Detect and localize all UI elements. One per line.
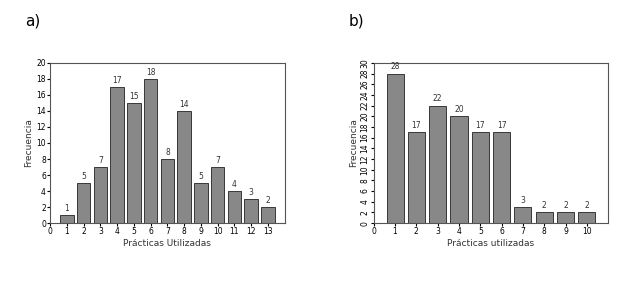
Bar [110,87,124,223]
Bar [493,132,510,223]
Bar [177,111,191,223]
Text: 1: 1 [65,204,69,213]
Bar [261,207,275,223]
Text: 3: 3 [520,196,525,205]
Text: 5: 5 [199,172,203,181]
Bar [127,103,140,223]
Text: 18: 18 [146,67,155,77]
Bar [228,191,241,223]
Text: b): b) [349,14,364,29]
Text: 20: 20 [454,105,464,114]
Bar [77,183,90,223]
Text: 5: 5 [82,172,86,181]
Text: 7: 7 [215,156,220,165]
Text: a): a) [25,14,40,29]
Bar [245,199,258,223]
Text: 8: 8 [165,148,170,157]
Text: 2: 2 [584,201,589,210]
Bar [211,167,224,223]
Bar [450,116,468,223]
X-axis label: Prácticas Utilizadas: Prácticas Utilizadas [124,239,211,248]
Bar [144,79,157,223]
Text: 22: 22 [433,94,443,103]
Text: 14: 14 [179,100,189,109]
Bar [194,183,208,223]
Text: 28: 28 [390,62,400,71]
Bar [93,167,107,223]
Bar [514,207,532,223]
Bar [386,74,404,223]
Text: 15: 15 [129,92,139,101]
Y-axis label: Frecuencia: Frecuencia [349,119,358,167]
X-axis label: Prácticas utilizadas: Prácticas utilizadas [448,239,535,248]
Text: 17: 17 [112,76,122,85]
Bar [161,159,174,223]
Y-axis label: Frecuencia: Frecuencia [24,119,34,167]
Text: 4: 4 [232,180,237,189]
Bar [578,212,596,223]
Bar [60,215,73,223]
Text: 3: 3 [249,188,253,197]
Bar [557,212,574,223]
Bar [429,106,446,223]
Text: 17: 17 [411,121,421,130]
Text: 17: 17 [497,121,507,130]
Bar [408,132,425,223]
Text: 2: 2 [542,201,547,210]
Text: 7: 7 [98,156,103,165]
Text: 17: 17 [475,121,485,130]
Text: 2: 2 [265,196,270,205]
Bar [472,132,489,223]
Text: 2: 2 [563,201,568,210]
Bar [535,212,553,223]
